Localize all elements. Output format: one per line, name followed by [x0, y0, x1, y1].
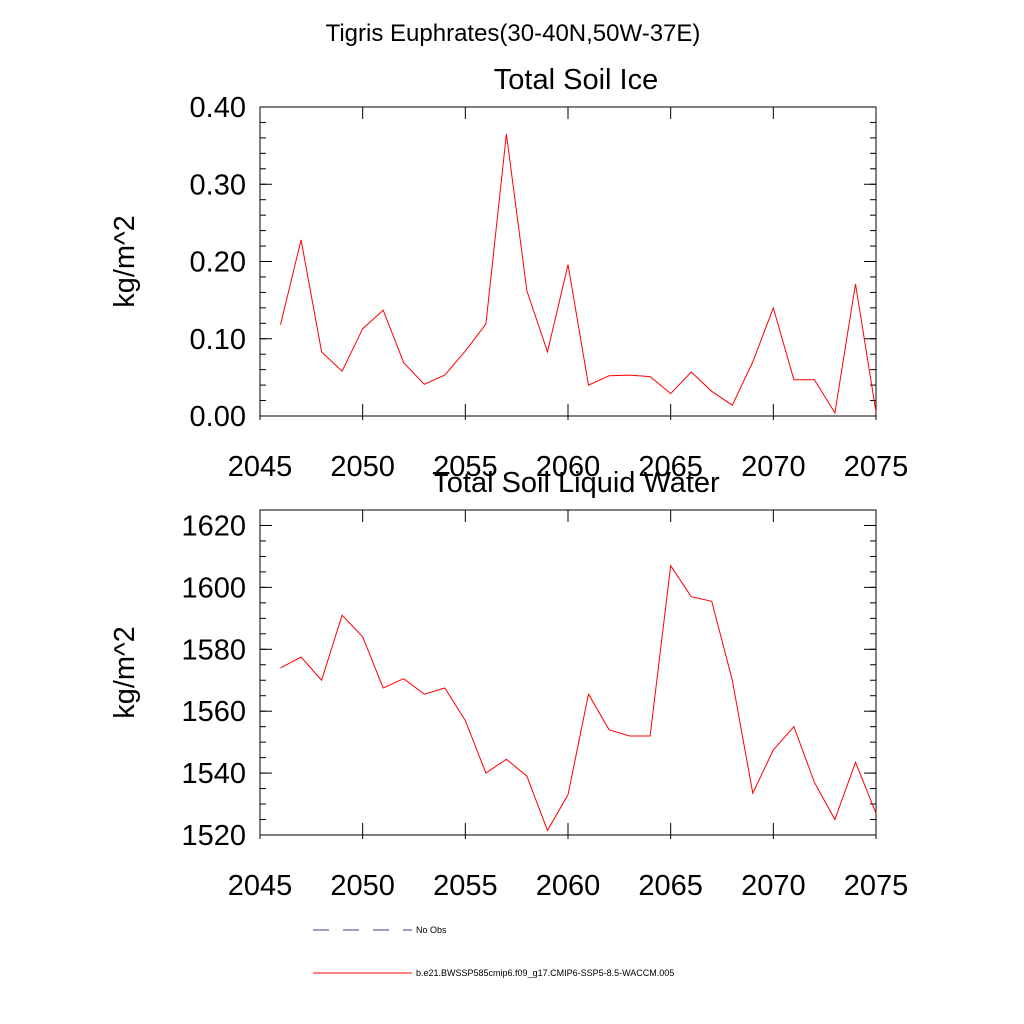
x-tick-label: 2055	[433, 870, 498, 902]
x-tick-label: 2045	[228, 451, 293, 483]
panel-total-soil-ice: Total Soil Ice 2045 2050 2055 2060 2065 2070 20…	[109, 64, 908, 483]
legend-label-model-run: b.e21.BWSSP585cmip6.f09_g17.CMIP6-SSP5-8…	[416, 968, 674, 978]
y-tick-label: 0.20	[190, 247, 246, 279]
y-tick-label: 1520	[181, 820, 246, 852]
plot-frame	[259, 106, 877, 417]
y-tick-label: 1540	[181, 758, 246, 790]
x-tick-label: 2070	[741, 451, 806, 483]
x-tick-label: 2050	[330, 451, 395, 483]
x-tick-label: 2060	[536, 870, 601, 902]
y-axis-label: kg/m^2	[109, 626, 141, 719]
y-tick-label: 0.30	[190, 169, 246, 201]
x-tick-label: 2055	[433, 451, 498, 483]
x-tick-label: 2060	[536, 451, 601, 483]
y-tick-label: 0.00	[190, 401, 246, 433]
x-tick-label: 2075	[844, 870, 909, 902]
x-tick-label: 2045	[228, 870, 293, 902]
y-tick-label: 0.40	[190, 92, 246, 124]
x-tick-label: 2065	[638, 870, 703, 902]
y-tick-label: 1580	[181, 634, 246, 666]
series-line-0	[280, 564, 877, 832]
y-tick-label: 1600	[181, 572, 246, 604]
panel-title: Total Soil Ice	[494, 64, 658, 96]
panel-title: Total Soil Liquid Water	[432, 467, 720, 499]
legend: No Obs b.e21.BWSSP585cmip6.f09_g17.CMIP6…	[313, 925, 674, 978]
y-tick-label: 1620	[181, 510, 246, 542]
series-line-0	[280, 133, 877, 415]
legend-label-no-obs: No Obs	[416, 925, 447, 935]
y-tick-label: 0.10	[190, 324, 246, 356]
plot-frame	[259, 509, 877, 836]
figure-title: Tigris Euphrates(30-40N,50W-37E)	[326, 20, 701, 47]
x-tick-label: 2075	[844, 451, 909, 483]
x-tick-label: 2050	[330, 870, 395, 902]
x-tick-label: 2070	[741, 870, 806, 902]
y-tick-label: 1560	[181, 696, 246, 728]
y-axis-label: kg/m^2	[109, 215, 141, 308]
x-tick-label: 2065	[638, 451, 703, 483]
panel-total-soil-liquid-water: Total Soil Liquid Water 2045 2050 2055 2060 2…	[109, 467, 908, 902]
